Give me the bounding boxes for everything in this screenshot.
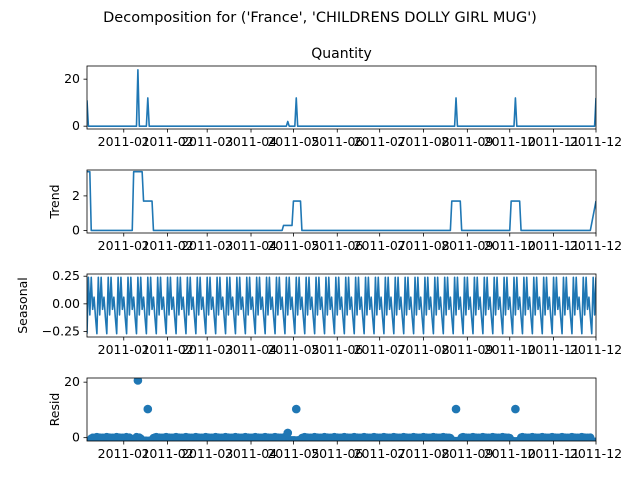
x-tick-label: 2011-01 <box>98 342 150 357</box>
figure-title: Decomposition for ('France', 'CHILDRENS … <box>103 10 537 26</box>
x-tick-label: 2011-05 <box>267 134 319 149</box>
resid-point <box>133 378 143 385</box>
x-tick-label: 2011-09 <box>441 342 493 357</box>
y-tick-label: 2 <box>72 188 80 203</box>
axes-frame-resid <box>86 377 597 442</box>
x-tick-label: 2011-11 <box>527 446 579 461</box>
resid-point <box>291 404 301 414</box>
x-tick-label: 2011-06 <box>311 446 363 461</box>
x-tick-label: 2011-06 <box>311 238 363 253</box>
panel-seasonal: −0.250.000.252011-012011-022011-032011-0… <box>15 268 622 357</box>
resid-point <box>283 428 293 438</box>
x-tick-label: 2011-08 <box>397 342 449 357</box>
resid-point <box>592 437 596 441</box>
x-tick-label: 2011-07 <box>354 342 406 357</box>
x-tick-label: 2011-08 <box>397 134 449 149</box>
resid-point <box>451 404 461 414</box>
y-tick-label: 0.00 <box>52 296 80 311</box>
x-tick-label: 2011-10 <box>484 134 536 149</box>
x-tick-label: 2011-03 <box>181 134 233 149</box>
axes-frame-seasonal <box>86 273 597 338</box>
x-tick-label: 2011-07 <box>354 238 406 253</box>
plot-area-resid <box>87 378 596 441</box>
x-tick-label: 2011-08 <box>397 446 449 461</box>
x-tick-label: 2011-04 <box>225 446 277 461</box>
series-line-observed <box>87 68 596 127</box>
x-tick-label: 2011-12 <box>570 238 622 253</box>
panel-observed: 0202011-012011-022011-032011-042011-0520… <box>64 46 622 149</box>
x-tick-label: 2011-01 <box>98 446 150 461</box>
series-line-seasonal <box>87 276 596 335</box>
panel-resid: 0202011-012011-022011-032011-042011-0520… <box>47 374 622 461</box>
series-line-trend <box>87 170 596 232</box>
x-tick-label: 2011-05 <box>267 342 319 357</box>
y-tick-label: −0.25 <box>42 323 80 338</box>
x-tick-label: 2011-05 <box>267 238 319 253</box>
plot-area-observed <box>87 68 596 127</box>
axes-frame-trend <box>86 169 597 234</box>
plot-area-seasonal <box>87 276 596 335</box>
x-tick-label: 2011-09 <box>441 238 493 253</box>
x-tick-label: 2011-09 <box>441 134 493 149</box>
x-tick-label: 2011-06 <box>311 134 363 149</box>
x-tick-label: 2011-10 <box>484 342 536 357</box>
x-tick-label: 2011-02 <box>141 342 193 357</box>
x-tick-label: 2011-05 <box>267 446 319 461</box>
x-tick-label: 2011-02 <box>141 134 193 149</box>
panel-title: Quantity <box>311 46 372 62</box>
x-tick-label: 2011-02 <box>141 238 193 253</box>
resid-point <box>143 404 153 414</box>
x-tick-label: 2011-12 <box>570 134 622 149</box>
x-tick-label: 2011-01 <box>98 238 150 253</box>
y-tick-label: 0 <box>72 118 80 133</box>
x-tick-label: 2011-10 <box>484 446 536 461</box>
panels: 0202011-012011-022011-032011-042011-0520… <box>15 46 622 461</box>
plot-area-trend <box>87 170 596 232</box>
y-axis-label: Resid <box>47 393 62 427</box>
x-tick-label: 2011-11 <box>527 342 579 357</box>
y-tick-label: 0 <box>72 222 80 237</box>
x-tick-label: 2011-11 <box>527 238 579 253</box>
x-tick-label: 2011-11 <box>527 134 579 149</box>
x-tick-label: 2011-03 <box>181 342 233 357</box>
x-tick-label: 2011-08 <box>397 238 449 253</box>
x-tick-label: 2011-02 <box>141 446 193 461</box>
y-tick-label: 20 <box>64 71 80 86</box>
resid-point <box>511 404 520 414</box>
y-tick-label: 0 <box>72 430 80 445</box>
x-tick-label: 2011-04 <box>225 134 277 149</box>
y-tick-label: 20 <box>64 374 80 389</box>
x-tick-label: 2011-04 <box>225 342 277 357</box>
panel-trend: 022011-012011-022011-032011-042011-05201… <box>47 169 622 253</box>
x-tick-label: 2011-12 <box>570 446 622 461</box>
x-tick-label: 2011-07 <box>354 446 406 461</box>
x-tick-label: 2011-09 <box>441 446 493 461</box>
x-tick-label: 2011-07 <box>354 134 406 149</box>
y-axis-label: Trend <box>47 184 62 219</box>
x-tick-label: 2011-04 <box>225 238 277 253</box>
x-tick-label: 2011-01 <box>98 134 150 149</box>
x-tick-label: 2011-03 <box>181 446 233 461</box>
x-tick-label: 2011-12 <box>570 342 622 357</box>
axes-frame-observed <box>86 65 597 130</box>
y-tick-label: 0.25 <box>52 268 80 283</box>
x-tick-label: 2011-06 <box>311 342 363 357</box>
x-tick-label: 2011-03 <box>181 238 233 253</box>
y-axis-label: Seasonal <box>15 277 30 334</box>
x-tick-label: 2011-10 <box>484 238 536 253</box>
